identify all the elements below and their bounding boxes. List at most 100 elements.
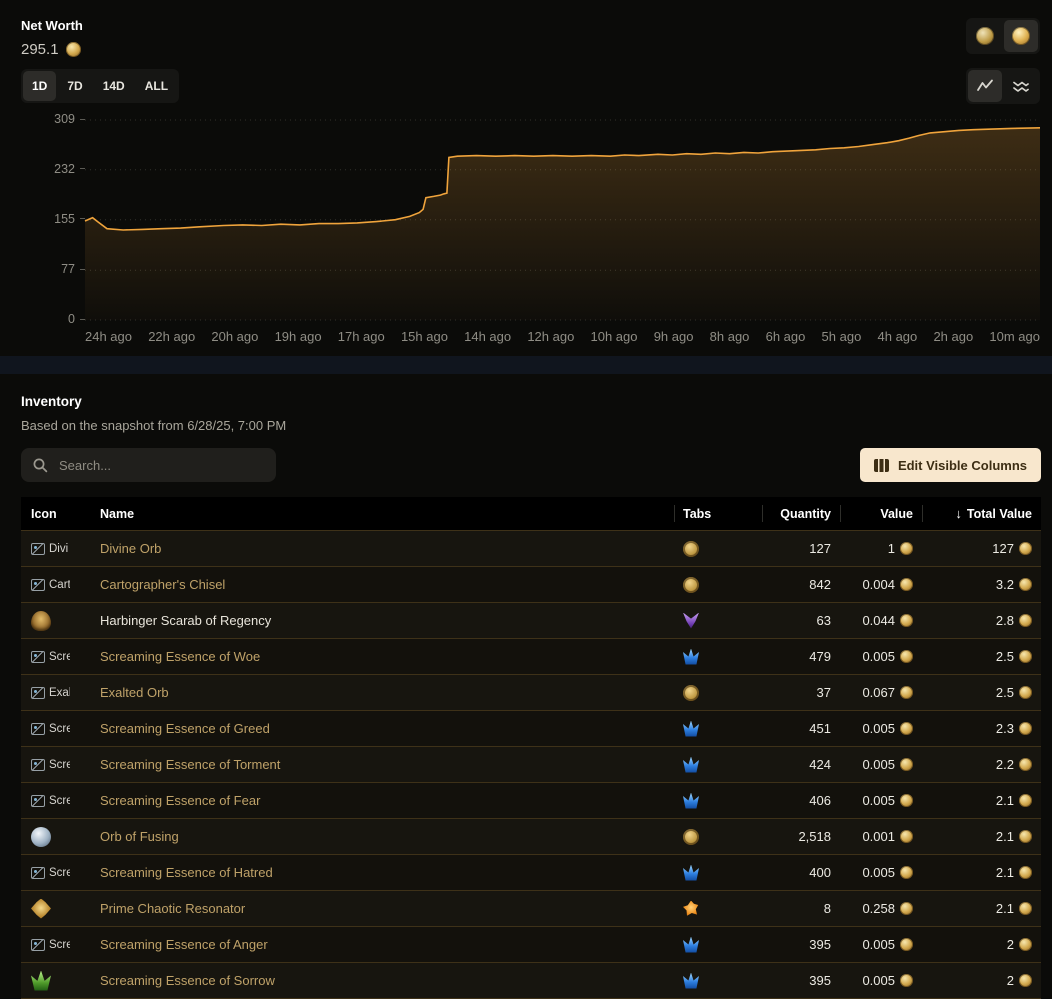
- value-cell: 0.005: [840, 711, 922, 746]
- item-name-link[interactable]: Screaming Essence of Torment: [100, 757, 281, 772]
- value-cell: 0.001: [840, 819, 922, 854]
- line-chart-button[interactable]: [968, 70, 1002, 102]
- tabs-cell: [674, 927, 762, 962]
- essence-tab-icon[interactable]: [683, 972, 699, 989]
- columns-icon: [873, 458, 889, 472]
- quantity-cell: 451: [809, 721, 831, 736]
- essence-tab-icon[interactable]: [683, 756, 699, 773]
- essence-tab-icon[interactable]: [683, 720, 699, 737]
- table-row[interactable]: Screaming Essence of Sorrow 395 0.005 2: [21, 963, 1041, 999]
- tabs-cell: [674, 855, 762, 890]
- table-row[interactable]: Prime Chaotic Resonator 8 0.258 2.1: [21, 891, 1041, 927]
- value-cell-amount: 0.258: [862, 901, 895, 916]
- scarab-tab-icon[interactable]: [683, 612, 699, 629]
- item-name-link[interactable]: Prime Chaotic Resonator: [100, 901, 246, 916]
- item-name-link[interactable]: Screaming Essence of Sorrow: [100, 973, 275, 988]
- total-value-cell: 2: [922, 963, 1041, 998]
- resonator-tab-icon[interactable]: [683, 900, 699, 916]
- broken-image-icon: [31, 938, 45, 951]
- item-name-cell: Divine Orb: [79, 531, 674, 566]
- x-axis-label: 8h ago: [709, 329, 750, 344]
- currency-tab-icon[interactable]: [683, 540, 699, 557]
- item-name-link[interactable]: Screaming Essence of Woe: [100, 649, 261, 664]
- item-name-link[interactable]: Screaming Essence of Hatred: [100, 865, 273, 880]
- divine-orb-icon: [1019, 902, 1032, 915]
- table-row[interactable]: Scre Screaming Essence of Anger 395 0.005 2: [21, 927, 1041, 963]
- item-name-link[interactable]: Screaming Essence of Greed: [100, 721, 270, 736]
- table-row[interactable]: Harbinger Scarab of Regency 63 0.044 2.8: [21, 603, 1041, 639]
- x-axis-label: 2h ago: [933, 329, 974, 344]
- col-name[interactable]: Name: [100, 506, 135, 521]
- table-row[interactable]: Scre Screaming Essence of Greed 451 0.005 2.…: [21, 711, 1041, 747]
- table-row[interactable]: Exal Exalted Orb 37 0.067 2.5: [21, 675, 1041, 711]
- chart-plot[interactable]: [85, 119, 1040, 321]
- total-value-cell-amount: 2.8: [995, 613, 1014, 628]
- item-name-link[interactable]: Harbinger Scarab of Regency: [100, 613, 272, 628]
- col-icon[interactable]: Icon: [31, 506, 57, 521]
- table-row[interactable]: Scre Screaming Essence of Torment 424 0.005…: [21, 747, 1041, 783]
- broken-image-icon: [31, 686, 45, 699]
- table-row[interactable]: Cart Cartographer's Chisel 842 0.004 3.2: [21, 567, 1041, 603]
- x-axis-label: 6h ago: [765, 329, 806, 344]
- item-name-link[interactable]: Screaming Essence of Anger: [100, 937, 268, 952]
- stacked-chart-button[interactable]: [1004, 70, 1038, 102]
- item-name-cell: Screaming Essence of Fear: [79, 783, 674, 818]
- range-button-1d[interactable]: 1D: [23, 71, 57, 101]
- x-axis-label: 12h ago: [527, 329, 575, 344]
- value-cell-amount: 0.005: [862, 793, 895, 808]
- table-row[interactable]: Scre Screaming Essence of Woe 479 0.005 2.5: [21, 639, 1041, 675]
- essence-tab-icon[interactable]: [683, 792, 699, 809]
- tabs-cell: [674, 711, 762, 746]
- col-total-value[interactable]: ↓ Total Value: [922, 497, 1041, 530]
- divine-orb-icon: [1019, 650, 1032, 663]
- item-name-link[interactable]: Divine Orb: [100, 541, 162, 556]
- divine-currency-button[interactable]: [1004, 20, 1038, 52]
- divine-orb-icon: [900, 686, 913, 699]
- range-button-7d[interactable]: 7D: [58, 71, 91, 101]
- y-axis-label: 309: [54, 112, 85, 126]
- tabs-cell: [674, 675, 762, 710]
- item-icon-cell: Scre: [21, 711, 79, 746]
- item-icon-cell: Scre: [21, 783, 79, 818]
- item-name-link[interactable]: Cartographer's Chisel: [100, 577, 226, 592]
- divine-orb-icon: [900, 542, 913, 555]
- total-value-cell-amount: 2: [1006, 973, 1014, 988]
- currency-tab-icon[interactable]: [683, 576, 699, 593]
- col-quantity[interactable]: Quantity: [762, 497, 840, 530]
- table-row[interactable]: Scre Screaming Essence of Fear 406 0.005 2.1: [21, 783, 1041, 819]
- essence-tab-icon[interactable]: [683, 864, 699, 881]
- quantity-cell: 8: [823, 901, 831, 916]
- edit-columns-button[interactable]: Edit Visible Columns: [859, 448, 1041, 482]
- item-name-cell: Screaming Essence of Woe: [79, 639, 674, 674]
- essence-tab-icon[interactable]: [683, 936, 699, 953]
- essence-tab-icon[interactable]: [683, 648, 699, 665]
- value-cell-amount: 0.005: [862, 973, 895, 988]
- search-box[interactable]: [21, 448, 276, 482]
- chaos-currency-button[interactable]: [968, 20, 1002, 52]
- item-name-link[interactable]: Exalted Orb: [100, 685, 169, 700]
- broken-image-icon: [31, 578, 45, 591]
- col-tabs[interactable]: Tabs: [674, 497, 762, 530]
- item-name-link[interactable]: Screaming Essence of Fear: [100, 793, 261, 808]
- table-row[interactable]: Divi Divine Orb 127 1 127: [21, 531, 1041, 567]
- total-value-cell-amount: 2.1: [995, 793, 1014, 808]
- image-alt-text: Exal: [49, 686, 70, 699]
- currency-tab-icon[interactable]: [683, 684, 699, 701]
- line-chart-icon: [977, 79, 993, 91]
- item-name-link[interactable]: Orb of Fusing: [100, 829, 179, 844]
- inventory-subtitle: Based on the snapshot from 6/28/25, 7:00…: [21, 418, 287, 433]
- col-value[interactable]: Value: [840, 497, 922, 530]
- total-value-cell-amount: 127: [992, 541, 1014, 556]
- table-row[interactable]: Scre Screaming Essence of Hatred 400 0.005 2…: [21, 855, 1041, 891]
- item-name-cell: Exalted Orb: [79, 675, 674, 710]
- range-button-14d[interactable]: 14D: [94, 71, 134, 101]
- x-axis-label: 24h ago: [85, 329, 132, 344]
- item-icon-cell: [21, 963, 79, 998]
- value-cell-amount: 1: [887, 541, 895, 556]
- total-value-cell: 2.5: [922, 639, 1041, 674]
- search-input[interactable]: [57, 456, 265, 474]
- table-row[interactable]: Orb of Fusing 2,518 0.001 2.1: [21, 819, 1041, 855]
- divine-orb-icon: [1019, 830, 1032, 843]
- range-button-all[interactable]: ALL: [136, 71, 177, 101]
- currency-tab-icon[interactable]: [683, 828, 699, 845]
